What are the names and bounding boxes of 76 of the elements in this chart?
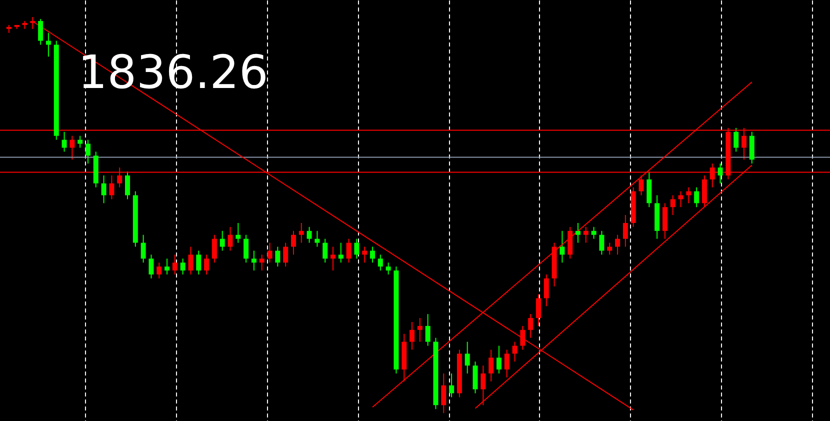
candlestick — [488, 349, 494, 382]
candlestick — [734, 127, 739, 152]
candlestick — [686, 186, 692, 204]
candlestick — [568, 226, 573, 260]
candlestick — [449, 372, 454, 398]
candlestick — [536, 294, 541, 326]
candlestick — [504, 349, 510, 378]
candlestick — [204, 254, 210, 275]
candlestick — [528, 314, 534, 338]
candlestick — [583, 226, 588, 244]
candlestick — [236, 222, 241, 244]
candlestick — [615, 234, 620, 256]
candlestick — [694, 186, 700, 208]
candlestick — [267, 242, 272, 264]
candlestick — [85, 139, 90, 164]
candlestick — [164, 258, 170, 275]
candlestick — [156, 262, 162, 279]
candlestick — [275, 246, 280, 268]
candlestick — [259, 254, 264, 271]
candlestick — [290, 230, 296, 256]
candlestick — [638, 174, 644, 196]
candlestick — [306, 226, 312, 244]
candlestick — [496, 345, 502, 374]
candlestick — [718, 163, 723, 184]
candlestick — [220, 230, 225, 252]
candlestick — [330, 246, 336, 271]
candlestick — [410, 321, 415, 350]
candlestick — [417, 318, 422, 342]
candlestick — [512, 341, 518, 362]
candlestick — [464, 341, 470, 374]
candlestick — [544, 274, 549, 307]
candlestick — [62, 131, 67, 152]
candlestick — [599, 230, 604, 256]
candlestick — [386, 262, 391, 275]
candlestick — [125, 170, 130, 200]
candlestick — [662, 202, 668, 240]
candlestick — [212, 234, 217, 264]
candlestick — [472, 361, 478, 394]
candlestick — [244, 234, 249, 264]
candlestick — [560, 230, 565, 264]
candlestick — [702, 174, 707, 208]
candlestick — [646, 170, 652, 208]
candlestick — [622, 214, 628, 248]
candlestick — [298, 222, 304, 244]
candlestick — [591, 226, 596, 240]
candlestick — [109, 174, 114, 200]
candlestick — [425, 314, 430, 346]
candlestick — [228, 226, 233, 252]
candlestick — [576, 222, 581, 244]
candlestick — [283, 242, 288, 268]
candlestick — [480, 365, 486, 406]
candlestick — [346, 238, 352, 264]
candlestick — [322, 238, 328, 264]
candlestick — [520, 325, 526, 350]
candlestick — [180, 258, 186, 275]
candlestick — [78, 135, 83, 148]
candlestick — [314, 230, 320, 248]
candlestick — [251, 250, 256, 271]
candlestick — [196, 250, 202, 275]
candlestick — [670, 194, 676, 216]
candlestick — [101, 174, 106, 204]
candlestick — [188, 246, 194, 275]
candlestick — [354, 238, 360, 260]
candlestick — [338, 242, 344, 264]
candlestick — [172, 254, 178, 275]
candlestick — [148, 254, 154, 279]
candlestick — [749, 131, 754, 164]
candlestick — [370, 246, 376, 264]
candlestick — [46, 32, 51, 58]
candlestick — [140, 234, 146, 264]
candlestick — [378, 254, 383, 271]
candlestick — [441, 372, 446, 414]
candlestick — [38, 18, 44, 46]
candlestick — [362, 246, 368, 264]
candlestick — [607, 242, 612, 256]
candlestick — [70, 135, 75, 160]
